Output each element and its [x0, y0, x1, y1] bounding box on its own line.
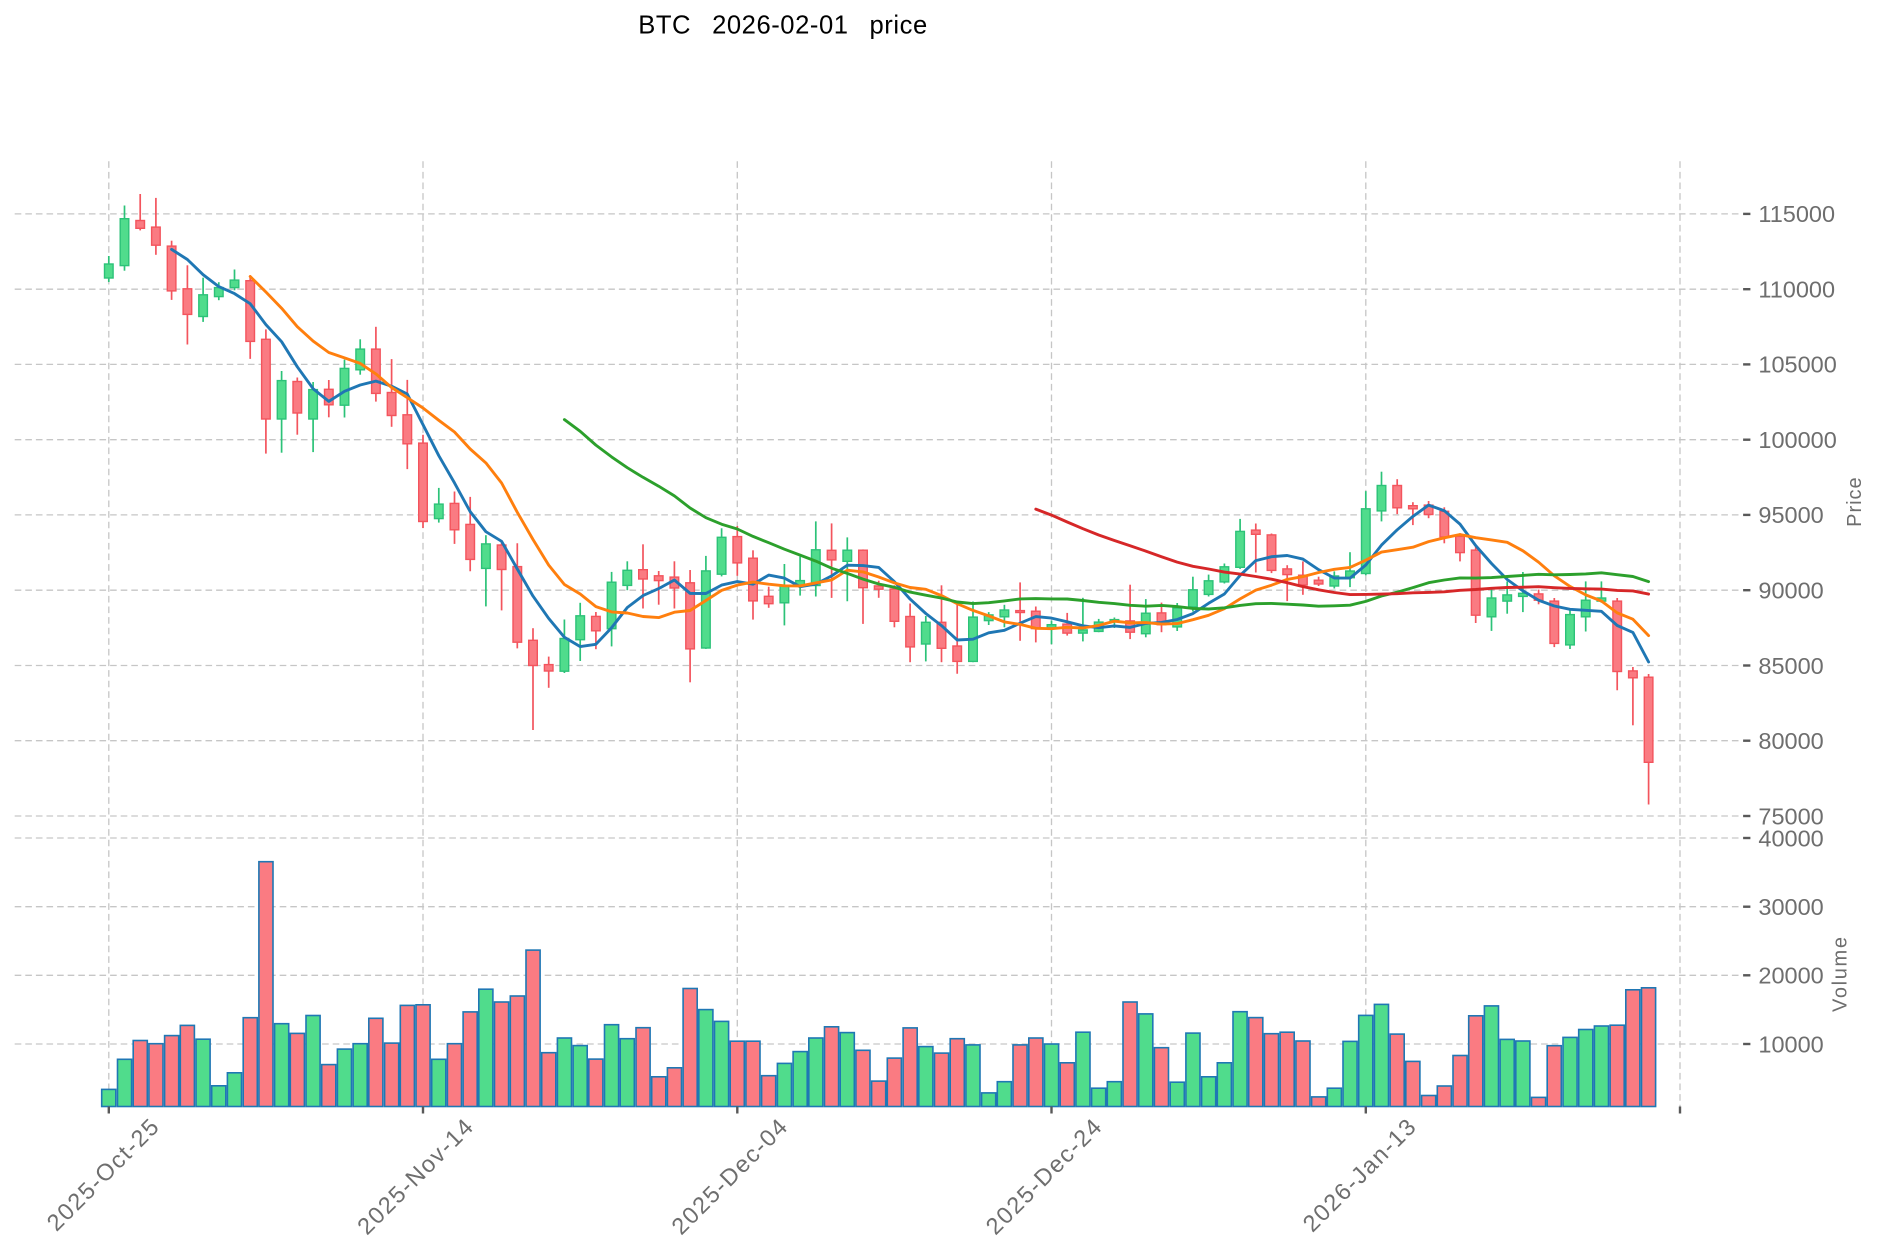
svg-text:105000: 105000: [1758, 352, 1836, 378]
svg-text:Volume: Volume: [1830, 935, 1852, 1012]
svg-text:100000: 100000: [1758, 427, 1836, 453]
svg-text:95000: 95000: [1758, 502, 1823, 528]
svg-text:115000: 115000: [1758, 201, 1835, 227]
svg-text:Price: Price: [1844, 476, 1866, 527]
svg-text:30000: 30000: [1758, 894, 1823, 920]
svg-text:85000: 85000: [1758, 653, 1823, 679]
svg-text:80000: 80000: [1758, 728, 1823, 754]
svg-text:90000: 90000: [1758, 578, 1823, 604]
svg-text:75000: 75000: [1758, 803, 1823, 829]
svg-text:40000: 40000: [1758, 825, 1823, 851]
svg-text:110000: 110000: [1758, 277, 1835, 303]
svg-text:20000: 20000: [1758, 963, 1823, 989]
svg-text:BTC 2026-02-01 price: BTC 2026-02-01 price: [638, 12, 928, 40]
svg-text:10000: 10000: [1758, 1031, 1823, 1057]
